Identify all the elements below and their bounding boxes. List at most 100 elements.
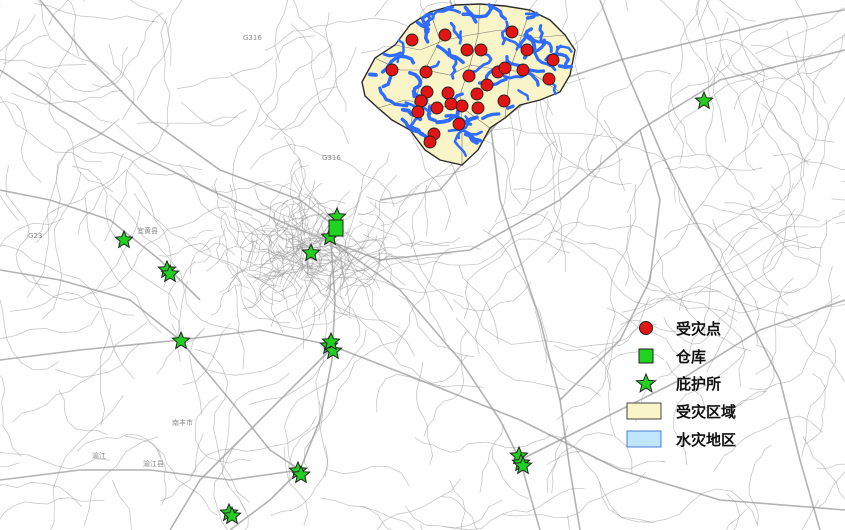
- road: [171, 306, 315, 376]
- road: [270, 445, 329, 516]
- disaster-point: [520, 43, 534, 57]
- road: [0, 14, 37, 52]
- map-label: G23: [28, 232, 42, 240]
- road: [606, 285, 801, 391]
- road: [251, 238, 289, 261]
- road: [247, 284, 275, 309]
- road: [695, 0, 727, 143]
- disaster-points: [385, 25, 560, 149]
- trunk-road: [0, 469, 301, 481]
- road: [219, 266, 239, 293]
- shelter-star: [694, 90, 714, 110]
- road: [227, 250, 282, 292]
- road: [284, 328, 367, 470]
- flood-channel: [378, 86, 409, 108]
- road: [229, 71, 296, 155]
- road: [286, 212, 298, 254]
- road: [246, 224, 270, 264]
- road: [225, 251, 250, 289]
- trunk-road: [39, 0, 341, 231]
- road: [794, 0, 826, 104]
- shelter-star: [160, 263, 180, 283]
- flood-channel: [503, 36, 520, 51]
- disaster-point: [419, 65, 433, 79]
- flood-channel: [408, 70, 423, 99]
- road: [332, 278, 464, 298]
- road: [546, 432, 613, 494]
- road: [812, 96, 845, 189]
- flood-channel: [423, 28, 430, 44]
- road: [83, 436, 158, 526]
- road: [726, 509, 747, 530]
- road: [776, 294, 841, 328]
- road: [306, 251, 333, 315]
- map-label: 宜黄县: [137, 226, 158, 235]
- road: [463, 238, 570, 319]
- red-circle-icon: [639, 321, 653, 335]
- road: [801, 337, 836, 457]
- road: [748, 444, 772, 524]
- road: [288, 329, 407, 481]
- road: [160, 17, 171, 126]
- disaster-point: [385, 63, 399, 77]
- road: [27, 72, 203, 171]
- road: [240, 259, 285, 276]
- road: [77, 169, 127, 235]
- road: [706, 0, 720, 31]
- map-label: 南丰市: [172, 418, 193, 427]
- disaster-point: [497, 94, 511, 108]
- road: [758, 61, 819, 189]
- flood-channel: [368, 72, 378, 77]
- road: [816, 463, 845, 470]
- road: [130, 0, 171, 100]
- road: [306, 239, 329, 297]
- road: [0, 497, 105, 520]
- road: [0, 101, 42, 183]
- faint-map-labels: G316 G316 南丰市 宜黄县 渝江 渝江县 G23: [28, 34, 341, 468]
- road: [290, 158, 330, 218]
- road: [482, 229, 548, 364]
- road: [328, 466, 410, 486]
- flood-channel: [425, 13, 432, 31]
- road: [603, 119, 676, 203]
- flood-channel: [517, 89, 530, 101]
- road: [189, 416, 317, 477]
- road: [36, 72, 114, 193]
- legend-item-warehouse: 仓库: [622, 344, 822, 368]
- road: [332, 276, 374, 307]
- flood-channel: [447, 47, 458, 80]
- road: [283, 447, 309, 526]
- road: [751, 53, 813, 135]
- road: [0, 374, 22, 457]
- road: [748, 199, 822, 268]
- road: [112, 480, 132, 530]
- road: [290, 165, 309, 218]
- legend-item-flood-area: 水灾地区: [622, 427, 822, 451]
- road: [818, 470, 845, 508]
- road: [349, 236, 389, 242]
- road: [678, 213, 845, 311]
- road: [573, 31, 626, 191]
- road: [268, 201, 303, 247]
- road: [551, 424, 569, 494]
- road: [631, 264, 671, 295]
- road: [706, 208, 796, 372]
- road: [754, 277, 794, 375]
- road: [491, 447, 530, 500]
- road: [0, 58, 87, 69]
- road: [158, 242, 211, 257]
- road: [167, 0, 183, 66]
- road: [304, 276, 345, 300]
- disaster-point: [462, 69, 476, 83]
- road: [213, 178, 237, 231]
- road: [270, 86, 338, 141]
- road: [76, 433, 161, 459]
- flood-channel: [447, 128, 483, 136]
- legend-label: 受灾区域: [676, 403, 737, 421]
- road: [727, 288, 799, 314]
- green-star-icon: [635, 372, 657, 393]
- road: [475, 134, 563, 355]
- road: [485, 0, 498, 12]
- district-border: [504, 9, 531, 119]
- trunk-road: [599, 0, 821, 530]
